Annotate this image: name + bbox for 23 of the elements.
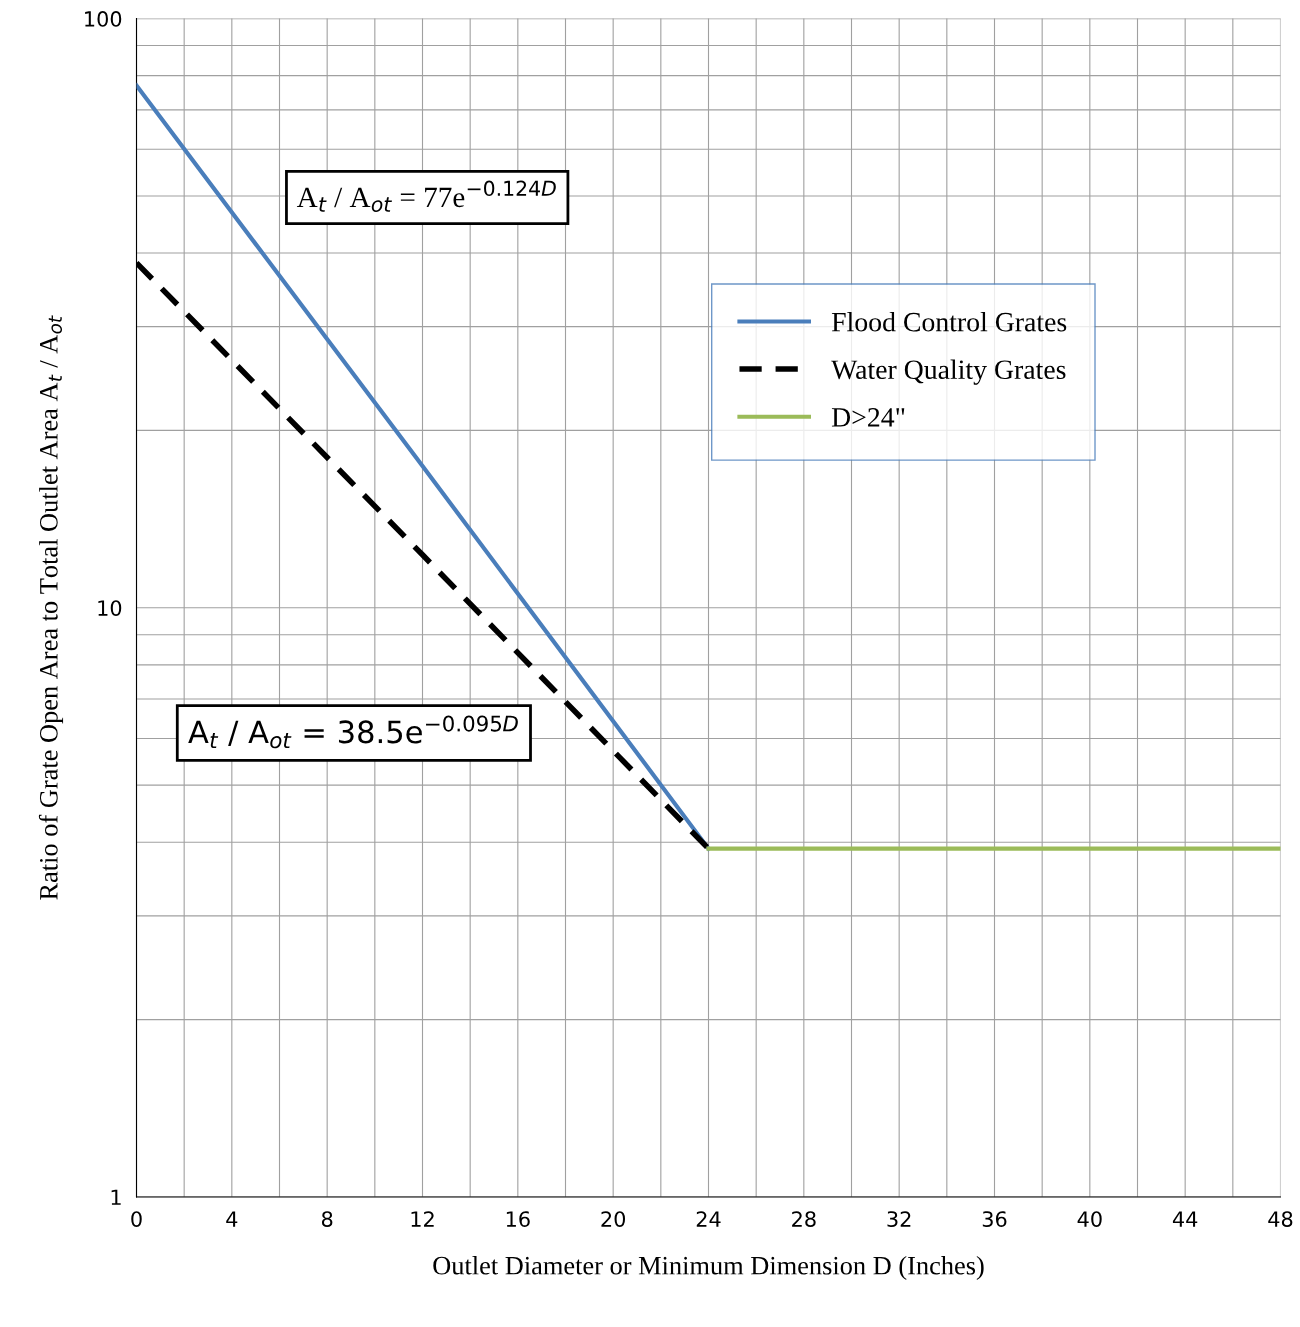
x-tick-label: 24 [696,1211,721,1227]
x-tick-label: 28 [792,1211,816,1227]
y-tick-label: 1 [111,1189,121,1205]
x-tick-label: 36 [982,1211,1007,1227]
legend-label: Flood Control Grates [831,311,1067,332]
annotation: A$_{t}$ / A$_{ot}$ = 38.5e$^{−0.095D}$ [188,715,518,749]
legend-label: D>24" [831,408,905,427]
x-tick-label: 4 [226,1211,238,1227]
legend-label: Water Quality Grates [831,359,1066,385]
x-tick-label: 16 [506,1211,530,1227]
y-axis-title: Ratio of Grate Open Area to Total Outlet Area A$_{t}$ / A$_{ot}$ [38,315,64,900]
y-tick-label: 10 [98,600,122,616]
x-tick-label: 0 [131,1211,142,1227]
x-tick-label: 8 [321,1211,333,1227]
x-tick-label: 48 [1268,1211,1293,1227]
annotation: A$_{t}$ / A$_{ot}$ = 77e$^{−0.124D}$ [296,180,556,212]
y-tick-label: 100 [85,11,122,27]
x-tick-label: 40 [1077,1211,1102,1227]
x-tick-label: 20 [601,1211,626,1227]
x-axis-title: Outlet Diameter or Minimum Dimension D (Inches) [433,1256,984,1280]
x-tick-label: 44 [1172,1211,1198,1227]
x-tick-label: 12 [411,1211,434,1227]
x-tick-label: 32 [887,1211,911,1227]
